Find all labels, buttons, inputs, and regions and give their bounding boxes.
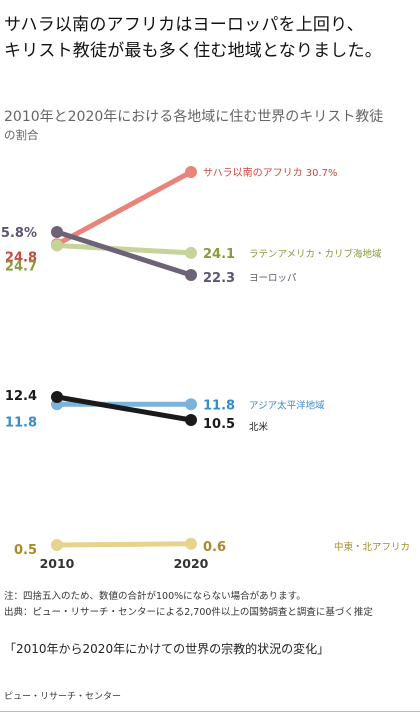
end-value-label: 22.3 (203, 271, 235, 286)
headline-line-1: サハラ以南のアフリカはヨーロッパを上回り、 (4, 15, 364, 35)
x-axis: 2010 2020 (40, 556, 209, 571)
point-2020-series-6 (185, 537, 197, 550)
series-name-label: アジア太平洋地域 (249, 399, 325, 411)
point-2020-series-3 (185, 269, 197, 281)
headline-line-2: キリスト教徒が最も多く住む地域となりました。 (4, 41, 382, 61)
bottom-divider (0, 711, 420, 712)
slope-chart: 24.8 サハラ以南のアフリカ 30.7% 24.7 24.1 ラテンアメリカ・カリブ海… (0, 166, 410, 571)
end-value-label: 11.8 (203, 398, 235, 413)
series-lines (54, 169, 194, 548)
start-value-label: 25.8% (0, 226, 37, 241)
footnote-note: 注：四捨五入のため、数値の合計が100%にならない場合があります。 (4, 591, 306, 602)
point-2020-series-5 (185, 414, 197, 426)
point-2020-series-1 (185, 166, 197, 178)
point-2010-series-5 (51, 391, 63, 403)
series-line-2 (54, 243, 194, 256)
end-value-label: 0.6 (203, 540, 226, 555)
end-value-label: 24.1 (203, 247, 235, 262)
footnote-source: 出典：ピュー・リサーチ・センターによる2,700件以上の国勢調査と調査に基づく推… (4, 607, 373, 618)
point-2010-series-2 (51, 239, 63, 252)
point-2020-series-2 (185, 246, 197, 259)
point-2010-series-6 (51, 539, 63, 551)
credit: ピュー・リサーチ・センター (4, 692, 122, 702)
series-name-label: サハラ以南のアフリカ 30.7% (203, 166, 338, 179)
series-line-3 (54, 229, 194, 278)
series-line-6 (54, 541, 194, 548)
start-value-label: 24.7 (5, 260, 37, 275)
start-value-label: 11.8 (5, 415, 37, 430)
series-line-5 (54, 394, 194, 423)
subtitle-small: の割合 (4, 128, 39, 142)
point-2010-series-3 (51, 226, 63, 238)
series-name-label: ヨーロッパ (249, 273, 297, 284)
value-labels: 24.8 サハラ以南のアフリカ 30.7% 24.7 24.1 ラテンアメリカ・カリブ海… (0, 166, 410, 558)
start-value-label: 24.8 (5, 250, 37, 265)
x-tick-label-2010: 2010 (40, 556, 75, 571)
series-line-1 (54, 169, 194, 247)
series-points (51, 166, 197, 551)
series-name-label: 北米 (249, 421, 269, 433)
footnotes: 注：四捨五入のため、数値の合計が100%にならない場合があります。 出典：ピュー… (4, 589, 416, 621)
end-value-label: 10.5 (203, 417, 235, 432)
start-value-label: 12.4 (5, 389, 37, 404)
report-title: 「2010年から2020年にかけての世界の宗教的状況の変化」 (4, 642, 330, 656)
x-tick-label-2020: 2020 (174, 556, 209, 571)
series-name-label: 中東・北アフリカ (334, 541, 410, 553)
point-2020-series-4 (185, 398, 197, 411)
chart-subtitle: 2010年と2020年における各地域に住む世界のキリスト教徒 の割合 (4, 108, 416, 144)
series-name-label: ラテンアメリカ・カリブ海地域 (249, 248, 382, 260)
headline: サハラ以南のアフリカはヨーロッパを上回り、 キリスト教徒が最も多く住む地域となり… (4, 12, 416, 64)
subtitle-main: 2010年と2020年における各地域に住む世界のキリスト教徒 (4, 109, 384, 125)
start-value-label: 0.5 (14, 543, 37, 558)
